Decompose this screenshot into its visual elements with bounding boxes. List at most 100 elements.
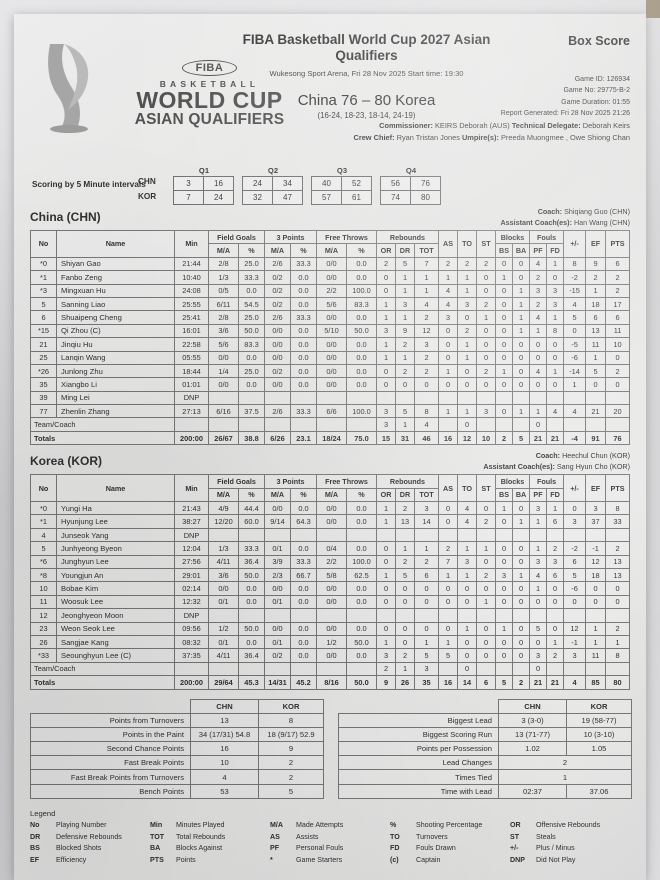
table-row[interactable]: 23 Weon Seok Lee 09:56 1/2 50.0 0/0 0.0 0/0 0.0 0… [30,621,631,636]
cell-player-name: Qi Zhou (C) [56,323,175,339]
cell-to: 0 [457,377,477,392]
quarter-score-cell: 61 [341,190,372,205]
cell-ftp: 0.0 [346,594,377,610]
legend-section: Legend No Playing Number Min Minutes Played… [30,809,630,867]
table-row[interactable]: 11 Woosuk Lee 12:32 0/1 0.0 0/1 0.0 0/0 0.0 0 0 0 0 0… [30,594,631,610]
cell-ba: 1 [511,567,531,583]
cell-ftp: 0.0 [346,621,377,636]
th-min: Min [174,474,209,503]
cell-tpp: 0.0 [290,270,317,285]
cell-to: 0 [457,634,477,650]
table-row[interactable]: 10 Bobae Kim 02:14 0/0 0.0 0/0 0.0 0/0 0.0 0 0 0 0 0 0… [30,581,631,596]
cell-pf [529,390,548,406]
legend-definition: Fouls Drawn [416,844,456,853]
quarter-column-q4: Q4 56 76 74 80 [380,166,441,205]
cell-fgp: 54.5 [238,296,265,312]
legend-definition: Plus / Minus [536,844,575,853]
quarter-score-cell: 80 [410,190,441,205]
legend-abbr: BA [150,844,161,853]
table-row[interactable]: 6 Shuaipeng Cheng 25:41 2/8 25.0 2/6 33.3 0/0 0.… [30,310,631,325]
stat-right-col-kor: KOR [566,698,632,714]
table-row[interactable]: 5 Sanning Liao 25:55 6/11 54.5 0/2 0.0 5/6 83.3 1… [30,296,631,312]
legend-definition: Assists [296,832,319,841]
th-fd: FD [546,487,565,503]
cell-pf [529,608,548,623]
umpires-value: Preeda Muongmee , Owe Shiong Chan [500,133,630,143]
report-generated: Report Generated: Fri 28 Nov 2025 21:26 [500,109,630,117]
cell-ba: 0 [511,270,531,285]
cell-min: 37:35 [174,648,209,663]
cell-fd: 8 [546,323,565,339]
th-pts: PTS [605,230,631,258]
table-row[interactable]: 25 Lanqin Wang 05:55 0/0 0.0 0/0 0.0 0/0 0.0 1 1 2 0… [30,350,631,365]
stat-left-label: Bench Points [30,783,191,799]
cell-pm: 3 [563,648,587,663]
china-coach-value: Shiqiang Guo (CHN) [564,207,630,216]
cell-ba: 0 [511,350,531,365]
table-row[interactable]: 21 Jinqiu Hu 22:58 5/6 83.3 0/0 0.0 0/0 0.0 1 2 3 0 1… [30,337,631,352]
table-row[interactable]: *0 Shiyan Gao 21:44 2/8 25.0 2/6 33.3 0/0 0.0 2 5 7… [30,256,631,272]
cell-player-name: Hyunjung Lee [56,514,175,529]
cell-total-tpma: 6/26 [264,430,291,446]
cell-ef: 6 [585,310,607,325]
korea-assistant-label: Assistant Coach(es): [483,462,555,472]
table-row[interactable]: 26 Sangjae Kang 08:32 0/1 0.0 0/1 0.0 1/2 50.0 1 0… [30,634,631,650]
box-score-document: FIBA BASKETBALL WORLD CUP ASIAN QUALIFIE… [14,0,660,880]
table-row[interactable]: *8 Youngjun An 29:01 3/6 50.0 2/3 66.7 5/8 62.5 1… [30,567,631,583]
crew-chief-label: Crew Chief: [353,133,395,143]
cell-as [438,390,458,406]
cell-player-name: Shiyan Gao [56,256,175,272]
table-row[interactable]: *1 Fanbo Zeng 10:40 1/3 33.3 0/2 0.0 0/0 0.0 0 1 1 1… [30,270,631,285]
cell-as: 3 [438,310,458,325]
legend-abbr: (c) [390,856,399,865]
cell-no: 77 [30,404,57,419]
table-row[interactable]: *15 Qi Zhou (C) 16:01 3/6 50.0 0/0 0.0 5/10 50.0… [30,323,631,339]
cell-pm: -6 [563,350,587,365]
cell-no: *0 [30,256,57,272]
cell-pts: 2 [605,541,631,556]
cell-fgp: 44.4 [238,501,265,516]
cell-no: *26 [30,363,57,379]
cell-fd: 1 [546,501,565,516]
cell-total-pf: 21 [529,675,548,690]
cell-st: 2 [476,567,496,583]
table-row[interactable]: 35 Xiangbo Li 01:01 0/0 0.0 0/0 0.0 0/0 0.0 0 0 0 0 0… [30,377,631,392]
fiba-logo-text: FIBA [181,60,238,76]
table-row[interactable]: 39 Ming Lei DNP [30,390,631,406]
cell-pf: 3 [529,501,548,516]
th-st: ST [476,474,496,503]
cell-or: 0 [376,594,396,610]
table-row[interactable]: 12 Jeonghyeon Moon DNP [30,608,631,623]
totals-row: Totals 200:00 29/64 45.3 14/31 45.2 8/16 50.0 9 2… [30,675,631,690]
quarter-score-cell: 24 [242,176,273,191]
cell-fgp [238,608,265,623]
table-row[interactable]: *6 Junghyun Lee 27:56 4/11 36.4 3/9 33.3 2/2 100… [30,554,631,569]
cell-st: 0 [476,323,496,339]
table-row[interactable]: *0 Yungi Ha 21:43 4/9 44.4 0/0 0.0 0/0 0.0 1 2 3 0 4 0… [30,501,631,516]
cell-tpp: 0.0 [290,581,317,596]
table-row[interactable]: 5 Junhyeong Byeon 12:04 1/3 33.3 0/1 0.0 0/4 0.0… [30,541,631,556]
title-block: FIBA Basketball World Cup 2027 Asian Qua… [229,32,504,120]
th-st: ST [476,230,496,258]
cell-min: 21:43 [174,501,209,516]
cell-tc-dr: 1 [395,661,415,677]
cell-bs: 0 [495,310,513,325]
cell-ftp: 0.0 [346,256,377,272]
table-row[interactable]: *3 Mingxuan Hu 24:08 0/5 0.0 0/2 0.0 2/2 100.0 0 1… [30,283,631,298]
table-row[interactable]: *1 Hyunjung Lee 38:27 12/20 60.0 9/14 64.3 0/0 0… [30,514,631,529]
legend-abbr: OR [510,820,521,829]
cell-tpp: 0.0 [290,594,317,610]
cell-fd: 2 [546,648,565,663]
stat-right-label: Lead Changes [338,755,499,771]
table-row[interactable]: *26 Junlong Zhu 18:44 1/4 25.0 0/2 0.0 0/0 0.0 0 2… [30,363,631,379]
cell-fd: 1 [546,310,565,325]
cell-pts: 8 [605,501,631,516]
table-row[interactable]: 77 Zhenlin Zhang 27:13 6/16 37.5 2/6 33.3 6/6 10… [30,404,631,419]
table-row[interactable]: 4 Junseok Yang DNP [30,527,631,543]
cell-no: *0 [30,501,57,516]
cell-tpp: 0.0 [290,350,317,365]
quarter-score-cell: 40 [311,176,342,191]
cell-fgp: 36.4 [238,554,265,569]
quarter-score-cell: 7 [173,190,204,205]
table-row[interactable]: *33 Seounghyun Lee (C) 37:35 4/11 36.4 0/2 0.0… [30,648,631,663]
